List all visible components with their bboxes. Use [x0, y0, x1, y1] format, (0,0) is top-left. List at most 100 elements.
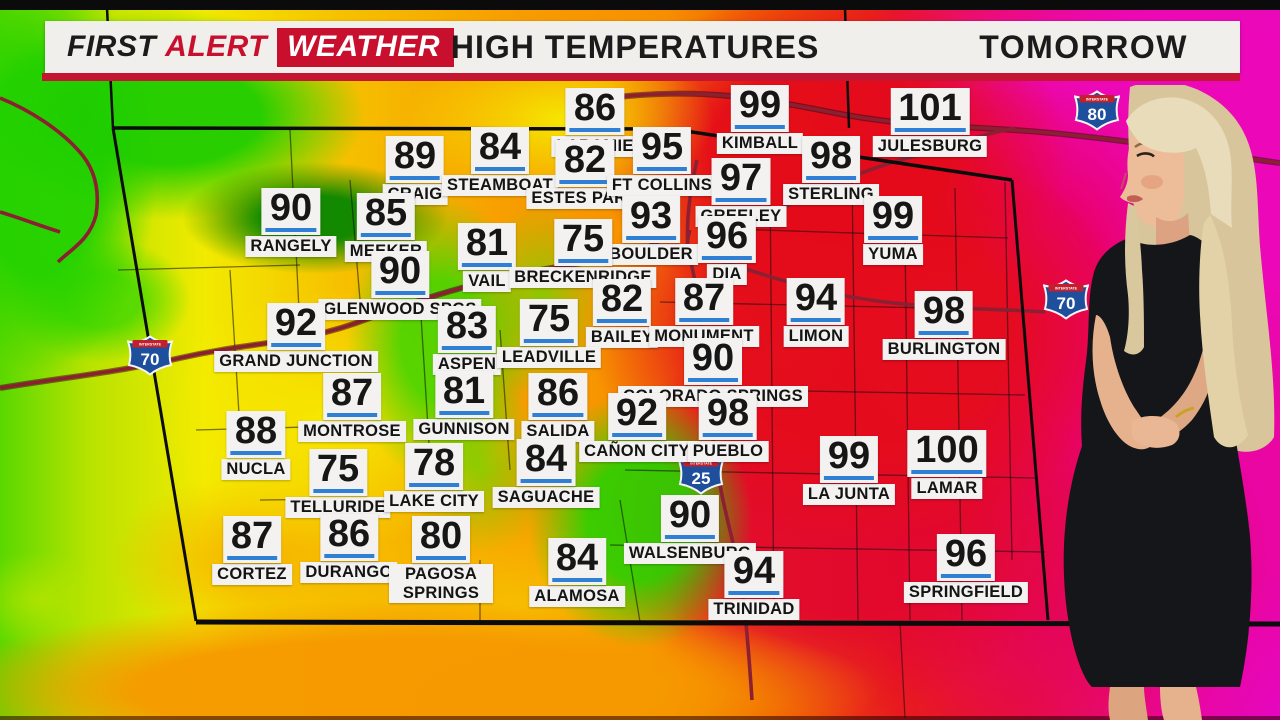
- logo-first: FIRST: [67, 30, 157, 63]
- temp-value: 95: [632, 127, 692, 175]
- station-label: 81 VAIL: [457, 223, 517, 292]
- page-title: HIGH TEMPERATURES: [450, 28, 820, 65]
- station-label: 87 MONUMENT: [649, 278, 759, 347]
- temp-value: 93: [621, 196, 681, 244]
- presenter-hair-front-right: [1199, 215, 1248, 448]
- header-banner: FIRST ALERT WEATHER HIGH TEMPERATURES TO…: [45, 21, 1240, 73]
- presenter-cheek: [1141, 175, 1163, 189]
- station-label: 101 JULESBURG: [872, 88, 988, 157]
- temp-value: 81: [434, 371, 494, 419]
- station-label: 80 PAGOSA SPRINGS: [389, 516, 493, 604]
- shield-interstate-text: INTERSTATE: [690, 462, 713, 466]
- shield-number: 70: [1057, 294, 1076, 313]
- temp-value: 88: [226, 411, 286, 459]
- station-label: 84 SAGUACHE: [492, 439, 600, 508]
- temp-value: 75: [308, 449, 368, 497]
- station-label: 99 KIMBALL: [716, 85, 804, 154]
- city-name: LAMAR: [911, 478, 983, 499]
- temp-value: 85: [356, 193, 416, 241]
- city-name: BOULDER: [604, 244, 698, 265]
- city-name: ALAMOSA: [529, 586, 625, 607]
- shield-number: 25: [692, 469, 711, 488]
- temp-value: 98: [914, 291, 974, 339]
- banner-red-underline: [42, 73, 1240, 81]
- shield-number: 70: [141, 350, 160, 369]
- temp-value: 89: [385, 136, 445, 184]
- city-name: LEADVILLE: [496, 347, 602, 368]
- city-name: SALIDA: [521, 421, 595, 442]
- weather-presenter: [1040, 81, 1280, 720]
- station-label: 88 NUCLA: [221, 411, 291, 480]
- city-name: TELLURIDE: [285, 497, 391, 518]
- temp-value: 97: [711, 158, 771, 206]
- station-label: 99 YUMA: [863, 196, 923, 265]
- logo-weather-badge: WEATHER: [277, 27, 455, 67]
- city-name: GUNNISON: [413, 419, 515, 440]
- frame-bottom-edge: [0, 716, 1280, 720]
- station-label: 94 LIMON: [783, 278, 849, 347]
- city-name: RANGELY: [245, 236, 337, 257]
- station-label: 87 CORTEZ: [212, 516, 292, 585]
- station-label: 98 PUEBLO: [687, 393, 769, 462]
- city-name: BAILEY: [585, 327, 659, 348]
- temp-value: 86: [528, 373, 588, 421]
- presenter-figure: [1063, 81, 1275, 720]
- temp-value: 78: [404, 443, 464, 491]
- station-label: 82 ESTES PARK: [526, 140, 644, 209]
- station-label: 98 BURLINGTON: [882, 291, 1006, 360]
- station-label: 75 LEADVILLE: [496, 299, 602, 368]
- temp-value: 83: [437, 306, 497, 354]
- temp-value: 87: [222, 516, 282, 564]
- temp-value: 99: [863, 196, 923, 244]
- temp-value: 84: [516, 439, 576, 487]
- temp-value: 75: [553, 219, 613, 267]
- temp-value: 87: [322, 373, 382, 421]
- interstate-25-shield: INTERSTATE 25: [677, 453, 725, 500]
- station-label: 87 MONTROSE: [298, 373, 406, 442]
- top-letterbox-bar: [0, 0, 1280, 10]
- city-name: LIMON: [783, 326, 849, 347]
- presenter-hands: [1132, 415, 1180, 448]
- station-label: 95 FT COLLINS: [606, 127, 718, 196]
- temp-value: 98: [801, 136, 861, 184]
- city-name: PUEBLO: [687, 441, 769, 462]
- station-label: 100 LAMAR: [907, 430, 987, 499]
- city-name: FT COLLINS: [606, 175, 718, 196]
- temp-value: 90: [261, 188, 321, 236]
- temp-value: 101: [890, 88, 970, 136]
- interstate-70-west-shield: INTERSTATE 70: [126, 334, 174, 381]
- city-name: KIMBALL: [716, 133, 804, 154]
- temp-value: 90: [683, 338, 743, 386]
- temp-value: 80: [411, 516, 471, 564]
- city-name: NUCLA: [221, 459, 291, 480]
- city-name: CAÑON CITY: [579, 441, 695, 462]
- first-alert-weather-logo: FIRST ALERT WEATHER: [67, 27, 455, 67]
- station-label: 99 LA JUNTA: [802, 436, 896, 505]
- station-label: 75 TELLURIDE: [285, 449, 391, 518]
- temp-value: 81: [457, 223, 517, 271]
- station-label: 94 TRINIDAD: [708, 551, 800, 620]
- temp-value: 99: [730, 85, 790, 133]
- city-name: BURLINGTON: [882, 339, 1006, 360]
- temp-value: 96: [936, 534, 996, 582]
- shield-red-band: [1079, 95, 1115, 103]
- logo-alert: ALERT: [165, 30, 268, 63]
- temp-value: 90: [370, 251, 430, 299]
- presenter-bracelet: [1175, 406, 1195, 419]
- station-label: 96 DIA: [697, 216, 757, 285]
- city-name: SPRINGFIELD: [903, 582, 1029, 603]
- timeframe-label: TOMORROW: [979, 28, 1188, 65]
- station-label: 86 SALIDA: [521, 373, 595, 442]
- shield-interstate-text: INTERSTATE: [139, 343, 162, 347]
- presenter-left-leg: [1108, 687, 1148, 720]
- city-name: CORTEZ: [212, 564, 292, 585]
- station-label: 92 CAÑON CITY: [579, 393, 695, 462]
- presenter-nose: [1120, 172, 1127, 190]
- temp-value: 92: [607, 393, 667, 441]
- city-name: STERLING: [783, 184, 879, 205]
- city-name: PAGOSA SPRINGS: [389, 564, 493, 604]
- station-label: 84 ALAMOSA: [529, 538, 625, 607]
- station-label: 90 WALSENBURG: [623, 495, 757, 564]
- temp-value: 86: [565, 88, 625, 136]
- station-label: 90 GLENWOOD SPGS: [318, 251, 482, 320]
